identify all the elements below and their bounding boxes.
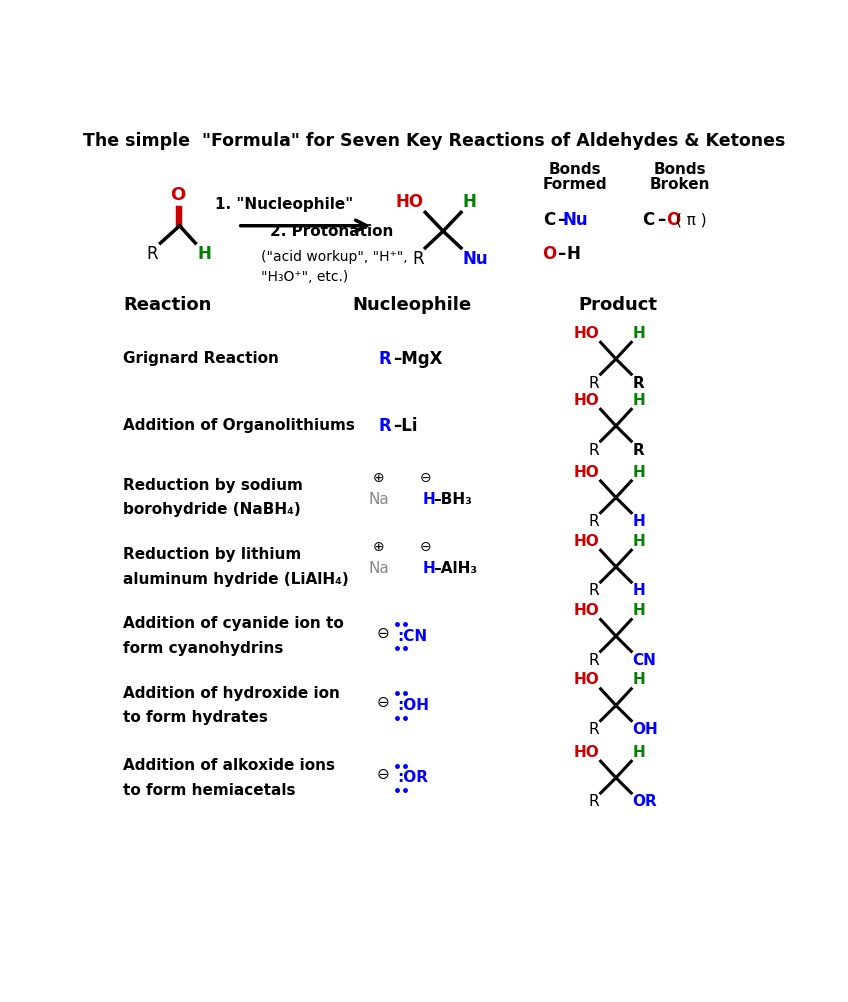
Text: Addition of cyanide ion to: Addition of cyanide ion to	[123, 616, 343, 631]
Text: R: R	[633, 443, 644, 458]
Text: –MgX: –MgX	[393, 350, 443, 368]
Text: H: H	[633, 534, 645, 549]
Text: ⊖: ⊖	[420, 471, 431, 485]
Text: R: R	[378, 350, 391, 368]
Text: O: O	[170, 186, 186, 204]
Text: HO: HO	[395, 192, 424, 210]
Text: H: H	[633, 393, 645, 408]
Text: Nucleophile: Nucleophile	[353, 296, 471, 314]
Text: H: H	[633, 326, 645, 341]
Text: –Li: –Li	[393, 417, 417, 435]
Text: :CN: :CN	[398, 628, 427, 643]
Text: C: C	[643, 211, 655, 229]
Text: HO: HO	[573, 603, 600, 618]
Text: R: R	[589, 795, 600, 810]
Text: HO: HO	[573, 534, 600, 549]
Text: H: H	[633, 672, 645, 687]
Text: HO: HO	[573, 672, 600, 687]
Text: Bonds: Bonds	[549, 162, 601, 177]
Text: HO: HO	[573, 326, 600, 341]
Text: ⊖: ⊖	[377, 768, 390, 783]
Text: H: H	[566, 245, 580, 264]
Text: H: H	[633, 465, 645, 480]
Text: –: –	[557, 245, 565, 264]
Text: Reaction: Reaction	[123, 296, 211, 314]
Text: H: H	[423, 561, 436, 576]
Text: to form hemiacetals: to form hemiacetals	[123, 783, 296, 798]
Text: R: R	[147, 244, 158, 263]
Text: 2. Protonation: 2. Protonation	[271, 224, 393, 239]
Text: ⊕: ⊕	[373, 471, 385, 485]
Text: ⊖: ⊖	[377, 625, 390, 640]
Text: R: R	[589, 514, 600, 529]
Text: HO: HO	[573, 465, 600, 480]
Text: Reduction by lithium: Reduction by lithium	[123, 547, 301, 562]
Text: Bonds: Bonds	[653, 162, 706, 177]
Text: C: C	[544, 211, 555, 229]
Text: H: H	[197, 244, 211, 263]
Text: R: R	[633, 376, 644, 391]
Text: –AlH₃: –AlH₃	[433, 561, 477, 576]
Text: H: H	[463, 192, 477, 210]
Text: H: H	[633, 514, 645, 529]
Text: R: R	[589, 652, 600, 667]
Text: H: H	[633, 603, 645, 618]
Text: Nu: Nu	[463, 249, 488, 268]
Text: OH: OH	[633, 722, 658, 737]
Text: ⊕: ⊕	[373, 540, 385, 554]
Text: Product: Product	[578, 296, 657, 314]
Text: aluminum hydride (LiAlH₄): aluminum hydride (LiAlH₄)	[123, 572, 349, 586]
Text: R: R	[589, 443, 600, 458]
Text: R: R	[589, 376, 600, 391]
Text: H: H	[423, 492, 436, 507]
Text: Nu: Nu	[563, 211, 589, 229]
Text: :OR: :OR	[398, 771, 428, 786]
Text: Reduction by sodium: Reduction by sodium	[123, 478, 303, 493]
Text: Na: Na	[368, 492, 389, 507]
Text: ("acid workup", "H⁺",: ("acid workup", "H⁺",	[261, 250, 408, 265]
Text: :OH: :OH	[398, 698, 429, 713]
Text: ( π ): ( π )	[676, 212, 706, 227]
Text: HO: HO	[573, 744, 600, 760]
Text: OR: OR	[633, 795, 657, 810]
Text: The simple  "Formula" for Seven Key Reactions of Aldehydes & Ketones: The simple "Formula" for Seven Key React…	[83, 132, 786, 150]
Text: to form hydrates: to form hydrates	[123, 710, 268, 725]
Text: 1. "Nucleophile": 1. "Nucleophile"	[215, 196, 354, 211]
Text: R: R	[378, 417, 391, 435]
Text: ⊖: ⊖	[420, 540, 431, 554]
Text: Addition of hydroxide ion: Addition of hydroxide ion	[123, 685, 340, 700]
Text: O: O	[542, 245, 556, 264]
Text: HO: HO	[573, 393, 600, 408]
Text: Na: Na	[368, 561, 389, 576]
Text: form cyanohydrins: form cyanohydrins	[123, 641, 283, 656]
Text: R: R	[589, 722, 600, 737]
Text: Addition of alkoxide ions: Addition of alkoxide ions	[123, 758, 335, 773]
Text: Broken: Broken	[650, 177, 710, 192]
Text: Formed: Formed	[543, 177, 607, 192]
Text: borohydride (NaBH₄): borohydride (NaBH₄)	[123, 502, 301, 517]
Text: "H₃O⁺", etc.): "H₃O⁺", etc.)	[261, 270, 349, 284]
Text: R: R	[412, 249, 424, 268]
Text: –: –	[656, 211, 665, 229]
Text: Addition of Organolithiums: Addition of Organolithiums	[123, 419, 355, 434]
Text: –BH₃: –BH₃	[433, 492, 472, 507]
Text: R: R	[589, 583, 600, 598]
Text: H: H	[633, 583, 645, 598]
Text: Grignard Reaction: Grignard Reaction	[123, 352, 279, 367]
Text: H: H	[633, 744, 645, 760]
Text: –: –	[557, 211, 565, 229]
Text: ⊖: ⊖	[377, 694, 390, 709]
Text: O: O	[667, 211, 680, 229]
Text: CN: CN	[633, 652, 656, 667]
